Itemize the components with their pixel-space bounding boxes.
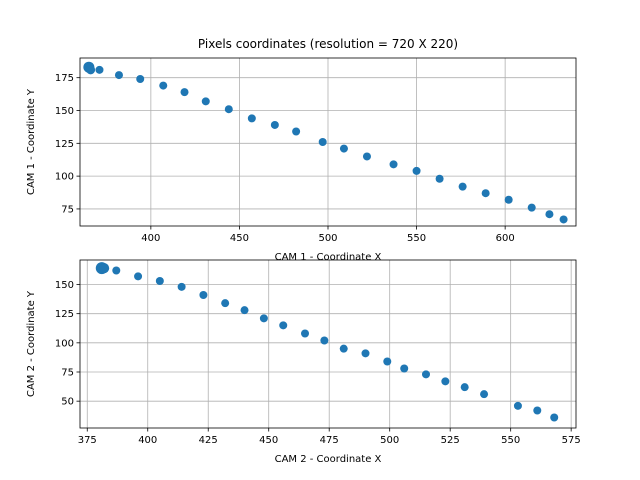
cam2-data-point (279, 321, 288, 330)
cam1-data-point (292, 127, 301, 136)
cam2-data-point (320, 336, 329, 345)
cam2-data-point (134, 272, 143, 281)
cam2-data-point (460, 383, 469, 392)
cam2-y-tick-label: 50 (61, 397, 74, 408)
cam1-y-tick-label: 75 (61, 204, 74, 215)
cam1-data-point (527, 203, 536, 212)
cam2-x-tick-label: 575 (562, 435, 581, 446)
cam1-y-axis-label: CAM 1 - Coordinate Y (26, 88, 37, 195)
cam2-data-point (361, 349, 370, 358)
cam1-data-point (114, 71, 123, 80)
cam2-x-tick-label: 375 (78, 435, 97, 446)
cam1-y-tick-label: 150 (55, 106, 74, 117)
cam2-data-point (513, 401, 522, 410)
cam1-x-tick-label: 550 (407, 233, 426, 244)
cam1-y-tick-label: 175 (55, 73, 74, 84)
cam1-data-point (318, 138, 327, 146)
cam1-x-tick-label: 500 (318, 233, 337, 244)
cam2-data-point (400, 364, 409, 373)
cam1-data-point (559, 215, 568, 224)
cam1-data-point (412, 166, 421, 175)
cam2-data-point (339, 344, 348, 353)
cam2-data-point (550, 413, 559, 422)
cam2-data-point (533, 406, 542, 415)
cam1-x-tick-label: 450 (230, 233, 249, 244)
cam2-data-point (421, 370, 430, 379)
cam1-data-point (247, 114, 256, 123)
cam1-x-tick-label: 600 (496, 233, 515, 244)
cam1-data-point (481, 189, 490, 198)
cam1-data-point (362, 152, 371, 161)
cam2-y-tick-label: 150 (55, 280, 74, 291)
cam2-data-point (480, 390, 489, 399)
cam2-y-axis-label: CAM 2 - Coordinate Y (26, 290, 37, 397)
cam2-x-tick-label: 400 (138, 435, 157, 446)
cam2-data-point (155, 277, 164, 285)
cam1-data-point (136, 75, 145, 83)
cam2-x-axis-label: CAM 2 - Coordinate X (275, 454, 382, 465)
cam1-data-point (86, 65, 96, 75)
cam1-data-point (389, 160, 398, 169)
cam2-y-tick-label: 75 (61, 368, 74, 379)
cam1-scatter-plot: 400 450 500 550 600 75 100 125 150 175 CAM 1 - Coo… (26, 57, 577, 263)
cam2-data-point (221, 299, 230, 308)
cam2-x-tick-label: 475 (320, 435, 339, 446)
cam1-data-point (270, 120, 279, 129)
cam1-data-point (95, 65, 104, 74)
cam2-y-tick-label: 125 (55, 309, 74, 320)
cam1-data-point (201, 97, 210, 106)
cam2-data-point (99, 263, 110, 274)
cam1-y-tick-label: 100 (55, 172, 74, 183)
cam2-data-point (240, 306, 249, 315)
cam1-data-point (435, 174, 444, 183)
cam1-x-tick-label: 400 (141, 233, 160, 244)
chart-title: Pixels coordinates (resolution = 720 X 2… (198, 37, 458, 51)
cam1-data-point (180, 88, 189, 97)
cam1-data-point (458, 182, 467, 191)
cam2-data-point (259, 314, 268, 323)
cam2-x-tick-label: 550 (501, 435, 520, 446)
cam2-x-tick-label: 525 (441, 435, 460, 446)
cam2-data-point (177, 282, 186, 291)
cam2-plot-area (80, 260, 576, 428)
cam2-scatter-plot: 375 400 425 450 475 500 525 550 575 50 75 100 125 150… (26, 259, 581, 465)
cam2-axes-frame (79, 259, 577, 429)
cam2-data-point (199, 291, 208, 299)
cam2-data-point (383, 357, 392, 366)
cam2-x-tick-label: 500 (380, 435, 399, 446)
cam1-data-point (504, 195, 513, 204)
cam2-x-tick-label: 425 (199, 435, 218, 446)
cam2-y-tick-label: 100 (55, 338, 74, 349)
cam1-x-axis-label: CAM 1 - Coordinate X (275, 252, 382, 263)
cam1-data-point (159, 81, 168, 90)
cam1-data-point (545, 210, 554, 219)
cam1-data-point (339, 144, 348, 153)
cam2-x-tick-label: 450 (259, 435, 278, 446)
cam2-data-point (301, 329, 310, 338)
cam2-data-point (112, 266, 121, 275)
cam2-data-point (441, 377, 450, 386)
cam1-data-point (224, 105, 233, 114)
cam1-y-tick-label: 125 (55, 139, 74, 150)
